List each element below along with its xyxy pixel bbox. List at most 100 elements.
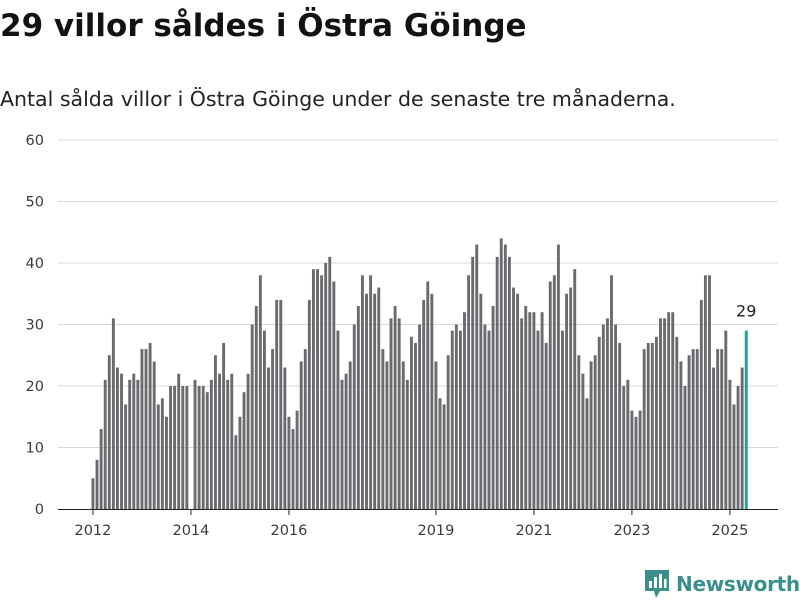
bar <box>614 324 618 509</box>
bar <box>663 318 667 509</box>
y-tick-label: 10 <box>26 441 44 457</box>
bar <box>352 324 356 509</box>
bar <box>573 269 577 509</box>
bar <box>344 373 348 509</box>
bar <box>703 275 707 509</box>
bar <box>193 379 197 509</box>
bar <box>589 361 593 509</box>
bar <box>103 379 107 509</box>
bar <box>209 379 213 509</box>
y-tick-label: 30 <box>26 318 44 334</box>
bar <box>128 379 132 509</box>
bar <box>561 330 564 509</box>
y-tick-label: 50 <box>26 195 44 211</box>
y-axis-ticks: 0 10 20 30 40 50 60 <box>26 133 44 518</box>
bar <box>728 379 732 509</box>
bar <box>213 355 217 509</box>
bar <box>479 293 483 509</box>
bar <box>597 336 601 509</box>
bar <box>91 478 95 509</box>
bar <box>638 410 642 509</box>
bar <box>426 281 430 509</box>
bar <box>659 318 662 509</box>
bar <box>720 349 724 509</box>
bar <box>377 287 381 509</box>
x-tick-label: 2025 <box>711 523 748 539</box>
bar <box>630 410 634 509</box>
bar <box>556 244 560 510</box>
bar <box>267 367 270 509</box>
bar <box>234 435 238 509</box>
bar <box>299 361 303 509</box>
bar <box>279 299 283 509</box>
bar <box>516 293 520 509</box>
bar <box>287 416 291 509</box>
bar <box>667 312 671 509</box>
bar <box>512 287 515 509</box>
bar <box>552 275 556 509</box>
bar <box>275 299 279 509</box>
bar <box>271 349 275 509</box>
bar <box>181 386 185 509</box>
bar <box>148 342 152 509</box>
bar <box>185 386 189 509</box>
bar <box>622 386 626 509</box>
bars <box>91 238 748 510</box>
bar <box>401 361 405 509</box>
bar <box>160 398 164 509</box>
bar <box>369 275 373 509</box>
bar <box>732 404 736 509</box>
y-tick-label: 0 <box>35 502 44 518</box>
bar <box>320 275 324 509</box>
bar <box>99 429 103 509</box>
bar <box>205 392 209 509</box>
bar <box>712 367 716 509</box>
bar <box>740 367 744 509</box>
bar <box>442 404 446 509</box>
bar <box>409 336 413 509</box>
bar <box>605 318 609 509</box>
bar <box>336 330 340 509</box>
bar <box>581 373 585 509</box>
bar <box>699 299 703 509</box>
bar <box>691 349 695 509</box>
bar <box>520 318 524 509</box>
bar <box>295 410 299 509</box>
bar <box>585 398 589 509</box>
chart-subtitle: Antal sålda villor i Östra Göinge under … <box>0 87 676 111</box>
bar <box>169 386 172 509</box>
x-tick-label: 2012 <box>74 523 111 539</box>
bar <box>695 349 699 509</box>
bar <box>360 275 364 509</box>
bar <box>124 404 128 509</box>
x-tick-label: 2016 <box>270 523 307 539</box>
bar <box>152 361 156 509</box>
bar <box>577 355 581 509</box>
bar <box>548 281 552 509</box>
bar <box>536 330 540 509</box>
bar <box>311 269 315 509</box>
bar <box>291 429 295 509</box>
bar <box>736 386 740 509</box>
bar <box>385 361 389 509</box>
bar <box>471 256 475 509</box>
highlight-value-label: 29 <box>736 302 756 321</box>
bar <box>136 379 140 509</box>
bar <box>262 330 266 509</box>
bar <box>654 336 658 509</box>
bar <box>340 379 344 509</box>
bar <box>332 281 336 509</box>
bar <box>111 318 115 509</box>
chart-title: 29 villor såldes i Östra Göinge <box>0 8 527 44</box>
bar <box>242 392 246 509</box>
bar <box>307 299 311 509</box>
bar <box>438 398 442 509</box>
newsworthy-logo: Newsworthy <box>644 569 800 599</box>
bar <box>283 367 287 509</box>
bar <box>414 342 417 509</box>
y-tick-label: 40 <box>26 256 44 272</box>
bar <box>222 342 226 509</box>
bar <box>381 349 385 509</box>
bar <box>650 342 654 509</box>
bar <box>156 404 160 509</box>
